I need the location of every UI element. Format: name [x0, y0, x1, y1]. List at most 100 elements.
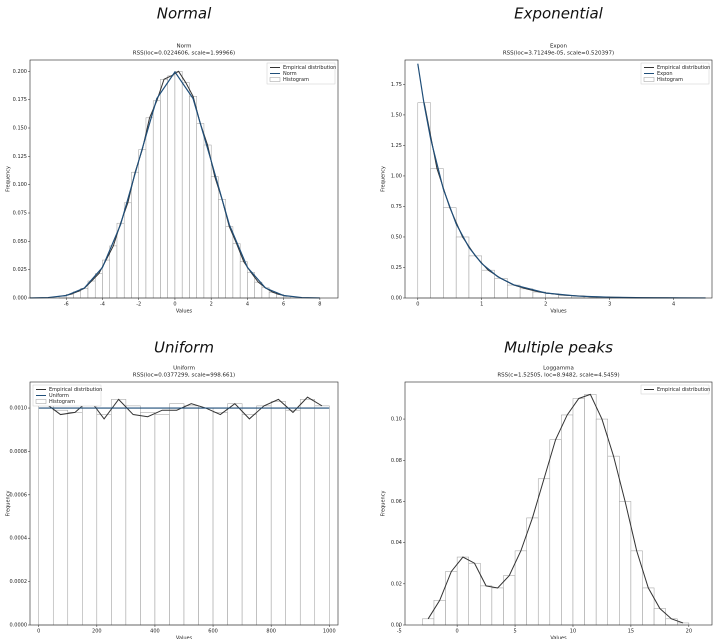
- histogram-bar: [225, 226, 234, 299]
- histogram-bar: [480, 585, 493, 626]
- y-axis-label: Frequency: [6, 491, 12, 517]
- y-tick-label: 0.0004: [10, 536, 28, 542]
- histogram-bar: [595, 418, 608, 626]
- histogram-bar: [123, 202, 132, 299]
- histogram-bar: [196, 123, 205, 299]
- y-axis-label: Frequency: [381, 491, 387, 517]
- x-tick-label: 3: [608, 302, 611, 308]
- chart-subtitle: RSS(loc=0.0377299, scale=998.661): [133, 373, 235, 379]
- histogram-bar: [183, 405, 199, 626]
- histogram-bar: [116, 222, 125, 299]
- legend-swatch: [643, 77, 655, 82]
- histogram-bar: [67, 412, 83, 626]
- x-tick-label: 400: [150, 629, 160, 635]
- histogram-bar: [285, 409, 301, 626]
- plot-frame: [404, 59, 713, 299]
- histogram-bar: [561, 414, 574, 626]
- histogram-bar: [52, 409, 69, 626]
- histogram-bar: [433, 600, 446, 626]
- x-tick-label: 0: [456, 629, 459, 635]
- chart-subtitle: RSS(loc=3.71249e-05, scale=0.520397): [503, 51, 614, 57]
- legend-label: Expon: [657, 71, 673, 77]
- x-tick-label: -4: [100, 302, 105, 308]
- y-tick-label: 0.75: [391, 204, 402, 210]
- y-tick-label: 0.02: [391, 581, 402, 587]
- panel-heading: Multiple peaks: [504, 339, 613, 357]
- x-axis-label: Values: [176, 309, 193, 315]
- y-tick-label: 0.10: [391, 417, 402, 423]
- y-tick-label: 0.04: [391, 540, 402, 546]
- plot-frame: [29, 381, 339, 626]
- legend-label: Empirical distribution: [283, 65, 336, 71]
- y-tick-label: 0.50: [391, 234, 402, 240]
- x-tick-label: 4: [246, 302, 249, 308]
- histogram-bar: [111, 399, 127, 626]
- histogram-bar: [417, 102, 431, 299]
- y-tick-label: 1.25: [391, 143, 402, 149]
- x-tick-label: 6: [282, 302, 285, 308]
- histogram-bar: [169, 403, 185, 626]
- histogram-bar: [299, 399, 316, 626]
- legend-label: Histogram: [283, 77, 309, 83]
- y-tick-label: 0.025: [13, 267, 27, 273]
- x-tick-label: -2: [136, 302, 141, 308]
- legend-box: [32, 384, 102, 407]
- chart-title: Uniform: [173, 366, 195, 372]
- y-tick-label: 1.00: [391, 173, 402, 179]
- x-tick-label: 200: [92, 629, 102, 635]
- y-tick-label: 0.06: [391, 499, 402, 505]
- y-tick-label: 0.00: [391, 296, 402, 302]
- histogram-bar: [160, 79, 168, 299]
- histogram-bar: [445, 571, 458, 626]
- plot-frame: [29, 59, 339, 299]
- histogram-bar: [455, 236, 470, 299]
- y-tick-label: 0.0000: [10, 623, 28, 629]
- histogram-bar: [549, 439, 562, 626]
- legend-label: Uniform: [49, 393, 69, 399]
- histogram-bar: [154, 414, 170, 626]
- x-tick-label: 600: [208, 629, 218, 635]
- histogram-bar: [198, 407, 214, 626]
- plot-frame: [404, 381, 713, 626]
- histogram-bar: [174, 71, 183, 299]
- y-tick-label: 0.050: [13, 239, 27, 245]
- x-axis-label: Values: [176, 636, 193, 639]
- x-tick-label: 10: [570, 629, 576, 635]
- y-tick-label: 0.00: [391, 623, 402, 629]
- histogram-bar: [125, 405, 141, 626]
- histogram-bar: [212, 412, 228, 626]
- legend-box: [266, 62, 336, 85]
- x-tick-label: 1: [480, 302, 483, 308]
- histogram-bar: [494, 278, 508, 299]
- y-tick-label: 0.125: [13, 154, 27, 160]
- y-tick-label: 0.0006: [10, 492, 28, 498]
- histogram-bar: [584, 394, 597, 626]
- legend-swatch: [269, 77, 281, 82]
- histogram-bar: [630, 550, 643, 626]
- y-axis-label: Frequency: [6, 166, 12, 192]
- y-tick-label: 0.000: [13, 296, 27, 302]
- histogram-bar: [537, 478, 551, 626]
- legend-label: Empirical distribution: [49, 387, 102, 393]
- chart-title: Norm: [176, 44, 191, 50]
- y-tick-label: 0.0010: [10, 406, 28, 412]
- histogram-bar: [256, 405, 272, 626]
- y-tick-label: 0.25: [391, 265, 402, 271]
- histogram-bar: [507, 284, 521, 299]
- legend-label: Histogram: [49, 399, 75, 405]
- histogram-bar: [422, 618, 435, 626]
- legend-box: [640, 384, 710, 395]
- y-tick-label: 0.175: [13, 97, 27, 103]
- panel-heading: Normal: [157, 5, 212, 23]
- histogram-bar: [232, 243, 241, 299]
- histogram-bar: [145, 117, 154, 299]
- histogram-bar: [526, 517, 539, 626]
- x-tick-label: 2: [210, 302, 213, 308]
- histogram-bar: [456, 556, 469, 626]
- histogram-bar: [443, 207, 457, 299]
- histogram-bar: [109, 245, 118, 299]
- histogram-bar: [241, 414, 257, 626]
- y-tick-label: 0.0008: [10, 449, 28, 455]
- y-tick-label: 0.150: [13, 126, 27, 132]
